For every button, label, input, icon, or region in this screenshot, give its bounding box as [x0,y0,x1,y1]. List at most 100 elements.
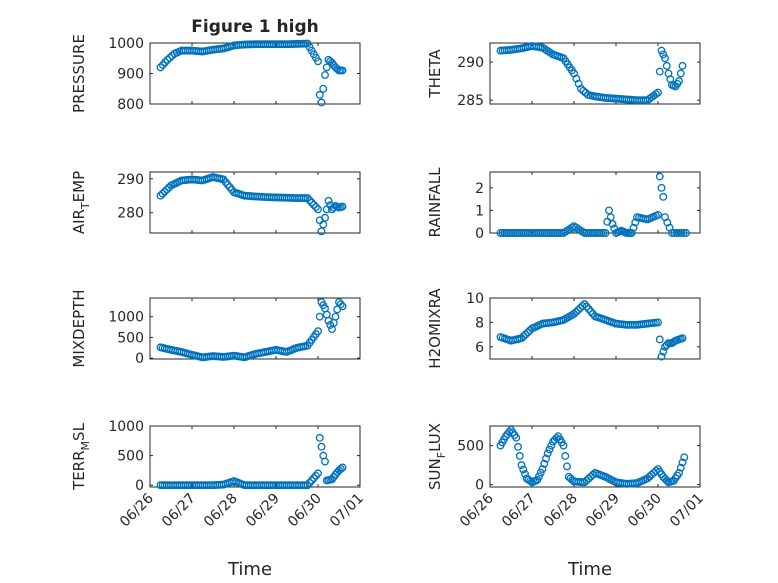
data-point [535,472,543,481]
data-point [547,441,556,450]
y-tick-label: 290 [117,172,144,188]
x-axis-label: Time [567,559,612,580]
data-point [314,327,322,336]
data-point [678,334,687,343]
y-axis-label: AIRTEMP [70,171,92,234]
x-tick-label: 06/26 [457,490,497,530]
y-tick-label: 1000 [108,310,144,326]
axes-box [489,297,701,360]
y-tick-label: 290 [457,55,484,71]
data-point [657,352,666,361]
y-tick-label: 280 [117,206,144,222]
data-point [519,465,528,474]
data-point [655,335,664,344]
x-tick-label: 06/26 [117,490,157,530]
y-tick-label: 2 [475,181,484,197]
data-point [675,77,683,86]
subplot-rainfall: 0 1 2 RAINFALL [426,167,701,242]
data-point [314,469,322,478]
data-point [336,464,345,473]
data-point [307,198,316,207]
data-point [608,220,617,228]
data-point [659,50,668,59]
data-point [519,332,528,341]
data-point [586,307,595,316]
data-point [676,463,685,472]
data-point [657,46,666,55]
data-point [303,481,312,490]
subplot-theta: 285 290 THETA [426,42,701,109]
data-point [523,328,532,337]
x-tick-label: 07/01 [667,491,707,531]
data-point [680,453,689,462]
data-point [311,471,320,480]
y-tick-label: 900 [117,67,144,83]
data-point [319,84,328,93]
y-axis-label: THETA [426,49,444,99]
data-point [338,463,347,472]
data-point [305,478,314,487]
y-tick-label: 1000 [108,36,144,52]
data-point [307,476,316,485]
data-point [682,229,690,237]
y-tick-label: 1000 [108,419,144,435]
data-point [514,442,522,451]
data-point [321,457,329,466]
data-point [540,459,549,468]
data-point [521,330,530,339]
data-point [163,55,172,64]
data-point [659,192,668,201]
axes-box [149,425,361,488]
x-tick-label: 06/27 [159,491,199,531]
y-tick-label: 0 [135,478,144,494]
data-point [662,61,671,70]
data-point [584,305,593,313]
y-axis-label: RAINFALL [426,167,444,238]
x-axis-label: Time [227,559,272,580]
data-point [162,185,171,194]
data-point [543,449,552,458]
data-point [578,302,587,311]
data-point [675,468,683,477]
data-point [338,66,347,75]
data-point [659,347,668,356]
data-point [305,196,314,205]
subplot-terr_msl: 06/26 06/27 06/28 06/29 06/30 07/01 0 500 1000 TE… [70,419,367,580]
data-point [315,433,324,442]
data-point [655,67,664,76]
x-tick-label: 07/01 [327,491,367,531]
data-point [321,213,329,222]
data-point [321,71,329,79]
data-point [160,187,169,196]
y-axis-label: SUNFLUX [426,423,448,490]
data-point [657,183,666,192]
data-point [574,306,583,314]
data-point [311,203,320,211]
axes-box [149,42,361,105]
data-point [542,454,550,463]
data-point [309,200,318,209]
data-point [158,189,167,198]
data-point [515,452,524,460]
data-point [156,191,165,200]
data-point [315,90,324,99]
data-point [315,312,324,321]
data-point [570,309,578,318]
x-tick-label: 06/28 [201,491,241,531]
data-point [336,300,345,309]
x-tick-label: 06/29 [583,491,623,531]
data-point [314,205,322,214]
data-point [165,53,174,62]
subplot-air_temp: 280 290 AIRTEMP [70,171,361,236]
data-point [517,334,526,343]
y-tick-label: 285 [457,93,484,109]
y-tick-label: 6 [475,340,484,356]
data-point [655,172,664,181]
x-tick-label: 06/29 [243,491,283,531]
data-point [512,433,521,442]
y-axis-label: PRESSURE [70,34,88,113]
data-point [561,452,570,460]
y-tick-label: 8 [475,315,484,331]
data-point [324,196,333,205]
